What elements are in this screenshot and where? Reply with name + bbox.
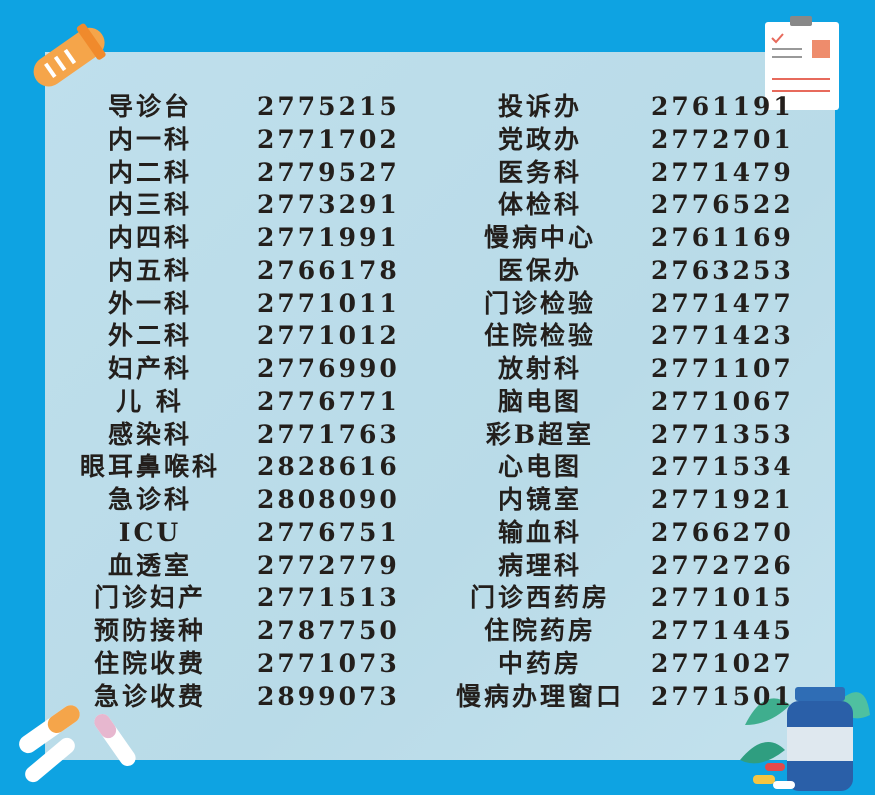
- phone-number: 2771702: [257, 124, 400, 154]
- phone-number: 2771534: [651, 452, 794, 482]
- department-name: 急诊科: [107, 485, 192, 514]
- department-name: 中药房: [497, 648, 582, 678]
- department-name: 住院检验: [483, 321, 596, 351]
- test-tube-icon: [33, 23, 106, 87]
- phone-number: 2828616: [257, 452, 400, 482]
- phone-number: 2776522: [651, 190, 794, 220]
- directory-panel: [45, 52, 835, 760]
- phone-number: 2771921: [651, 485, 794, 514]
- phone-number: 2763253: [651, 255, 794, 285]
- phone-number: 2771477: [651, 288, 794, 318]
- department-name: 血透室: [107, 550, 192, 580]
- department-name: 门诊检验: [483, 288, 596, 318]
- department-name: 病理科: [497, 550, 582, 580]
- phone-number: 2772726: [651, 550, 794, 580]
- department-name: 妇产科: [107, 354, 192, 383]
- department-name: 外二科: [107, 321, 192, 351]
- department-name: ICU: [118, 517, 182, 547]
- phone-number: 2775215: [257, 92, 400, 121]
- department-name: 慢病中心: [483, 223, 596, 252]
- phone-number: 2771027: [651, 648, 794, 678]
- department-name: 内五科: [107, 255, 192, 285]
- phone-number: 2761169: [651, 223, 794, 252]
- phone-number: 2771501: [651, 681, 794, 711]
- department-name: 彩B超室: [485, 419, 595, 449]
- department-name: 预防接种: [93, 616, 206, 645]
- phone-number: 2771011: [257, 288, 400, 318]
- department-name: 内三科: [107, 190, 192, 220]
- phone-number: 2899073: [257, 681, 400, 711]
- phone-number: 2771513: [257, 583, 400, 613]
- department-name: 输血科: [497, 517, 582, 547]
- department-name: 心电图: [497, 452, 582, 482]
- phone-number: 2771073: [257, 648, 400, 678]
- department-name: 内镜室: [497, 485, 582, 514]
- phone-number: 2771445: [651, 616, 794, 645]
- pills-icon: [19, 705, 136, 783]
- department-name: 体检科: [497, 190, 582, 220]
- phone-number: 2772701: [651, 124, 794, 154]
- phone-number: 2771067: [651, 386, 794, 416]
- department-name: 门诊西药房: [469, 583, 610, 613]
- department-name: 急诊收费: [93, 681, 206, 711]
- phone-number: 2771012: [257, 321, 400, 351]
- phone-number: 2771353: [651, 419, 794, 449]
- phone-number: 2761191: [651, 92, 794, 121]
- phone-number: 2771015: [651, 583, 794, 613]
- department-name: 儿 科: [116, 386, 184, 416]
- phone-number: 2776771: [257, 386, 400, 416]
- department-name: 医保办: [497, 255, 582, 285]
- phone-number: 2766178: [257, 255, 400, 285]
- phone-number: 2771763: [257, 419, 400, 449]
- phone-number: 2771423: [651, 321, 794, 351]
- department-name: 放射科: [497, 354, 582, 383]
- department-name: 外一科: [107, 288, 192, 318]
- phone-number: 2771479: [651, 157, 794, 187]
- department-name: 感染科: [107, 419, 192, 449]
- phone-number: 2773291: [257, 190, 400, 220]
- department-name: 住院收费: [93, 648, 206, 678]
- phone-number: 2779527: [257, 157, 400, 187]
- medicine-bottle-icon: [740, 687, 870, 791]
- phone-number: 2776751: [257, 517, 400, 547]
- department-name: 投诉办: [497, 92, 582, 121]
- department-name: 医务科: [497, 157, 582, 187]
- department-name: 内四科: [107, 223, 192, 252]
- department-name: 内一科: [107, 124, 192, 154]
- clipboard-icon: [765, 16, 839, 110]
- phone-number: 2766270: [651, 517, 794, 547]
- phone-number: 2772779: [257, 550, 400, 580]
- department-name: 脑电图: [497, 386, 582, 416]
- phone-number: 2787750: [257, 616, 400, 645]
- department-name: 党政办: [497, 124, 582, 154]
- department-name: 住院药房: [483, 616, 596, 645]
- department-name: 导诊台: [107, 92, 192, 121]
- phone-number: 2771107: [651, 354, 794, 383]
- phone-number: 2776990: [257, 354, 400, 383]
- department-name: 慢病办理窗口: [455, 681, 624, 711]
- department-name: 内二科: [107, 157, 192, 187]
- department-name: 门诊妇产: [93, 583, 206, 613]
- phone-number: 2771991: [257, 223, 400, 252]
- department-name: 眼耳鼻喉科: [79, 452, 220, 482]
- phone-number: 2808090: [257, 485, 400, 514]
